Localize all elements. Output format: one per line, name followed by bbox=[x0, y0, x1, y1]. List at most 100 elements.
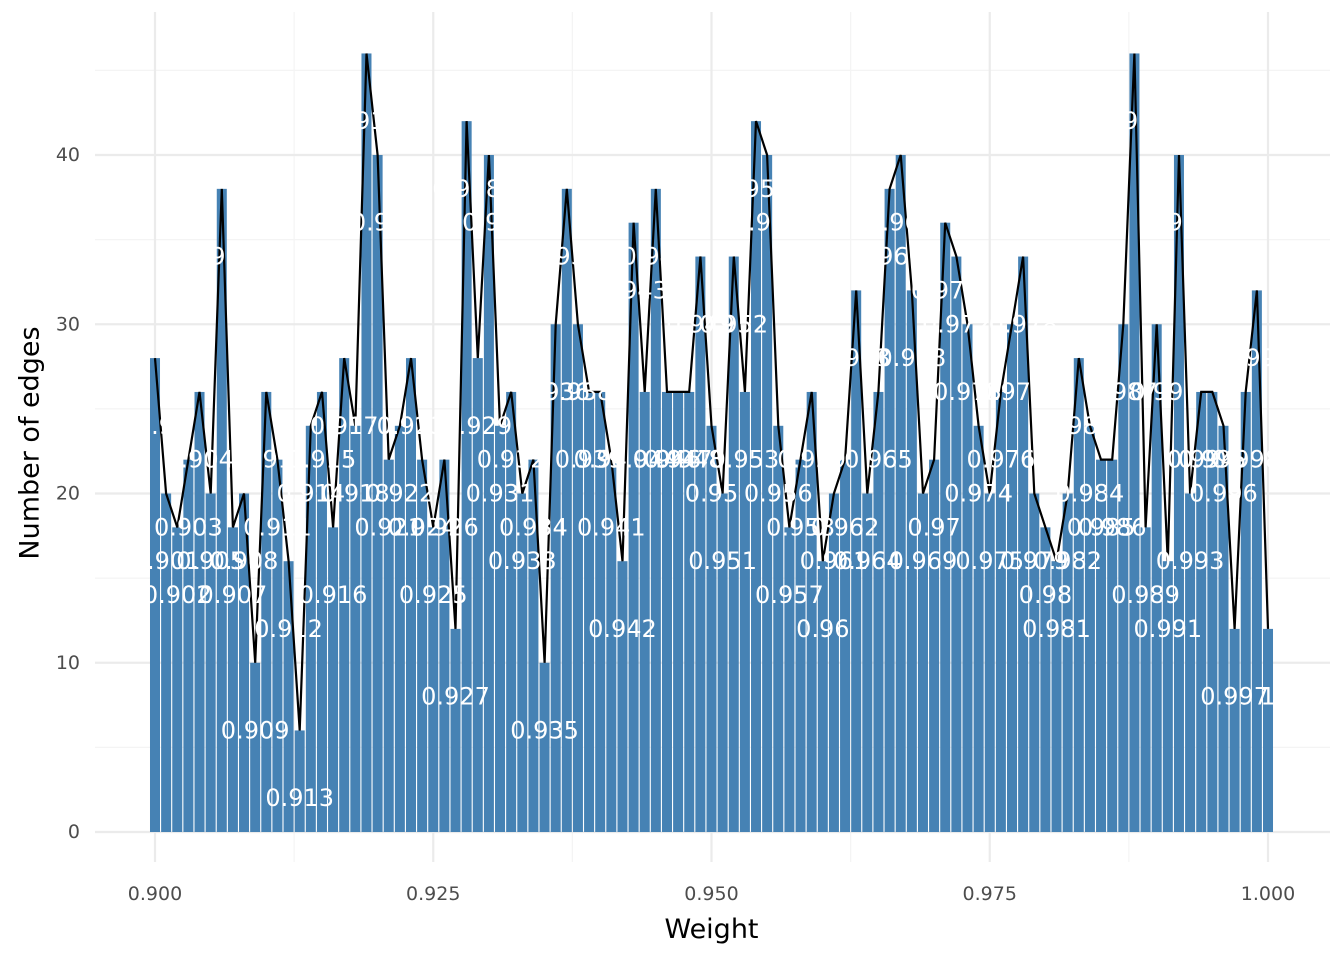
bar bbox=[550, 324, 561, 832]
x-tick-label: 1.000 bbox=[1241, 883, 1295, 905]
bar-value-label: 0.91 bbox=[240, 446, 293, 474]
bar-value-label: 0.972 bbox=[922, 310, 991, 338]
bar bbox=[706, 425, 717, 832]
bar bbox=[1062, 493, 1073, 832]
bar-value-label: 0.931 bbox=[466, 480, 535, 508]
bar-value-label: 0.969 bbox=[889, 547, 958, 575]
bar bbox=[272, 459, 283, 832]
bar bbox=[1185, 493, 1196, 832]
bar bbox=[684, 391, 695, 832]
bar bbox=[840, 459, 851, 832]
bar bbox=[951, 256, 962, 832]
bar bbox=[428, 527, 439, 832]
bar-value-label: 0.924 bbox=[388, 513, 457, 541]
bar-value-label: 0.903 bbox=[154, 513, 223, 541]
bar-value-label: 0.936 bbox=[521, 378, 590, 406]
bar-value-label: 0.993 bbox=[1156, 547, 1225, 575]
bar bbox=[350, 425, 361, 832]
bar bbox=[817, 561, 828, 832]
bar-value-label: 0.963 bbox=[822, 344, 891, 372]
bar bbox=[227, 527, 238, 832]
bar-value-label: 0.935 bbox=[510, 716, 579, 744]
y-tick-label: 20 bbox=[56, 483, 80, 505]
x-axis-ticks: 0.900 0.925 0.950 0.975 1.000 bbox=[128, 883, 1295, 905]
x-tick-label: 0.950 bbox=[684, 883, 738, 905]
bar-value-label: 0.946 bbox=[633, 446, 702, 474]
bar-value-label: 0.989 bbox=[1111, 581, 1180, 609]
bar bbox=[1162, 561, 1173, 832]
count-line bbox=[153, 53, 1270, 731]
bar-value-label: 0.985 bbox=[1067, 513, 1136, 541]
bar-value-label: 0.929 bbox=[443, 412, 512, 440]
bar bbox=[216, 188, 227, 833]
bar bbox=[239, 493, 250, 832]
bar bbox=[828, 493, 839, 832]
bar bbox=[183, 459, 194, 832]
bar-value-label: 0.906 bbox=[187, 243, 256, 271]
bar-value-label: 0.907 bbox=[199, 581, 268, 609]
bar-value-label: 0.995 bbox=[1178, 446, 1247, 474]
bar bbox=[940, 222, 951, 832]
y-tick-label: 40 bbox=[56, 144, 80, 166]
bar-value-label: 0.9 bbox=[136, 412, 174, 440]
bar-value-label: 0.939 bbox=[555, 446, 624, 474]
bar bbox=[628, 222, 639, 832]
bar bbox=[495, 425, 506, 832]
bar-value-label: 0.977 bbox=[978, 378, 1047, 406]
bar bbox=[283, 561, 294, 832]
bar-value-label: 0.944 bbox=[610, 446, 679, 474]
bar bbox=[717, 493, 728, 832]
bar-value-label: 0.957 bbox=[755, 581, 824, 609]
bar bbox=[873, 391, 884, 832]
bar-value-label: 0.973 bbox=[933, 378, 1002, 406]
bar bbox=[1129, 53, 1140, 832]
bar bbox=[450, 628, 461, 832]
bar bbox=[1084, 425, 1095, 832]
bars bbox=[149, 53, 1274, 833]
bar-value-label: 0.99 bbox=[1130, 378, 1183, 406]
bar-value-label: 0.965 bbox=[844, 446, 913, 474]
bar-value-label: 0.908 bbox=[210, 547, 279, 575]
bar bbox=[383, 459, 394, 832]
bar-value-label: 0.919 bbox=[332, 107, 401, 135]
bar bbox=[472, 358, 483, 832]
y-axis-title: Number of edges bbox=[15, 326, 46, 559]
bar-value-label: 0.987 bbox=[1089, 378, 1158, 406]
bar bbox=[1107, 459, 1118, 832]
bar bbox=[461, 121, 472, 832]
bar bbox=[1207, 391, 1218, 832]
bar-value-label: 0.992 bbox=[1145, 209, 1214, 237]
bar-value-label: 0.902 bbox=[143, 581, 212, 609]
bar bbox=[528, 459, 539, 832]
bar-value-label: 0.916 bbox=[299, 581, 368, 609]
bar-value-label: 0.927 bbox=[421, 683, 490, 711]
bar-value-label: 0.925 bbox=[399, 581, 468, 609]
bar-value-label: 0.999 bbox=[1223, 344, 1292, 372]
bar bbox=[1196, 391, 1207, 832]
bar-value-labels: 0.9 0.901 0.902 0.903 0.904 0.905 0.906 0.907 0.… bbox=[132, 107, 1291, 812]
bar-value-label: 0.988 bbox=[1100, 107, 1169, 135]
bar-value-label: 0.914 bbox=[276, 480, 345, 508]
bar bbox=[728, 256, 739, 832]
bar bbox=[739, 391, 750, 832]
bar bbox=[572, 324, 583, 832]
bar bbox=[1073, 358, 1084, 832]
bar bbox=[1140, 527, 1151, 832]
bar-value-label: 0.915 bbox=[288, 446, 357, 474]
y-tick-label: 10 bbox=[56, 652, 80, 674]
bar bbox=[584, 391, 595, 832]
bar bbox=[929, 459, 940, 832]
bar bbox=[1018, 256, 1029, 832]
bar bbox=[372, 155, 383, 832]
bar bbox=[394, 425, 405, 832]
bar-value-label: 0.959 bbox=[777, 446, 846, 474]
bar-value-label: 0.967 bbox=[866, 209, 935, 237]
bar-value-label: 0.974 bbox=[944, 480, 1013, 508]
bar bbox=[1229, 628, 1240, 832]
bar-value-label: 0.975 bbox=[955, 547, 1024, 575]
bar bbox=[639, 391, 650, 832]
bar-value-label: 0.981 bbox=[1022, 615, 1091, 643]
bar-value-label: 0.976 bbox=[967, 446, 1036, 474]
bar-value-label: 0.966 bbox=[855, 243, 924, 271]
